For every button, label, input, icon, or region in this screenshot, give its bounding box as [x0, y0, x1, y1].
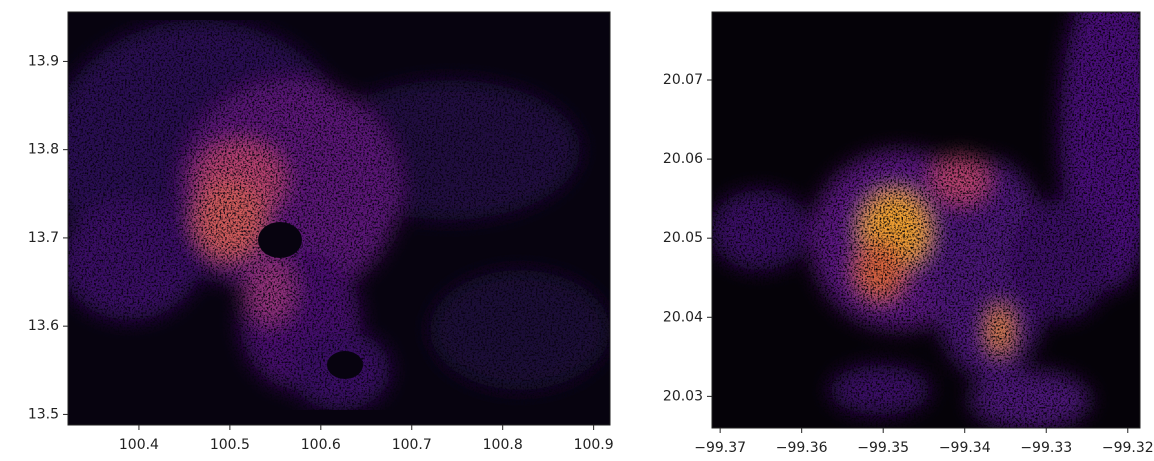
x-tick-label: 100.6 — [301, 437, 341, 453]
x-tick-label: 100.8 — [483, 437, 523, 453]
x-tick-label: −99.37 — [694, 440, 746, 456]
x-tick-label: 100.4 — [119, 437, 159, 453]
y-tick-label: 20.05 — [663, 230, 703, 246]
raster-image — [50, 12, 610, 425]
y-tick-label: 13.8 — [28, 142, 59, 158]
x-tick-label: 100.5 — [210, 437, 250, 453]
figure: 100.4 100.5 100.6 100.7 100.8 100.9 13.5 13.6 13… — [0, 0, 1154, 461]
raster-image — [710, 0, 1154, 430]
x-tick-label: 100.7 — [392, 437, 432, 453]
x-tick-label: −99.34 — [939, 440, 991, 456]
x-tick-label: −99.35 — [857, 440, 909, 456]
x-tick-label: 100.9 — [574, 437, 614, 453]
y-tick-label: 20.06 — [663, 151, 703, 167]
y-tick-label: 20.07 — [663, 72, 703, 88]
y-tick-label: 13.9 — [28, 53, 59, 69]
y-tick-label: 13.6 — [28, 318, 59, 334]
x-tick-label: −99.32 — [1102, 440, 1154, 456]
y-tick-label: 20.04 — [663, 309, 703, 325]
y-tick-label: 13.7 — [28, 230, 59, 246]
x-tick-label: −99.33 — [1020, 440, 1072, 456]
y-tick-label: 13.5 — [28, 406, 59, 422]
x-tick-label: −99.36 — [776, 440, 828, 456]
y-tick-label: 20.03 — [663, 388, 703, 404]
